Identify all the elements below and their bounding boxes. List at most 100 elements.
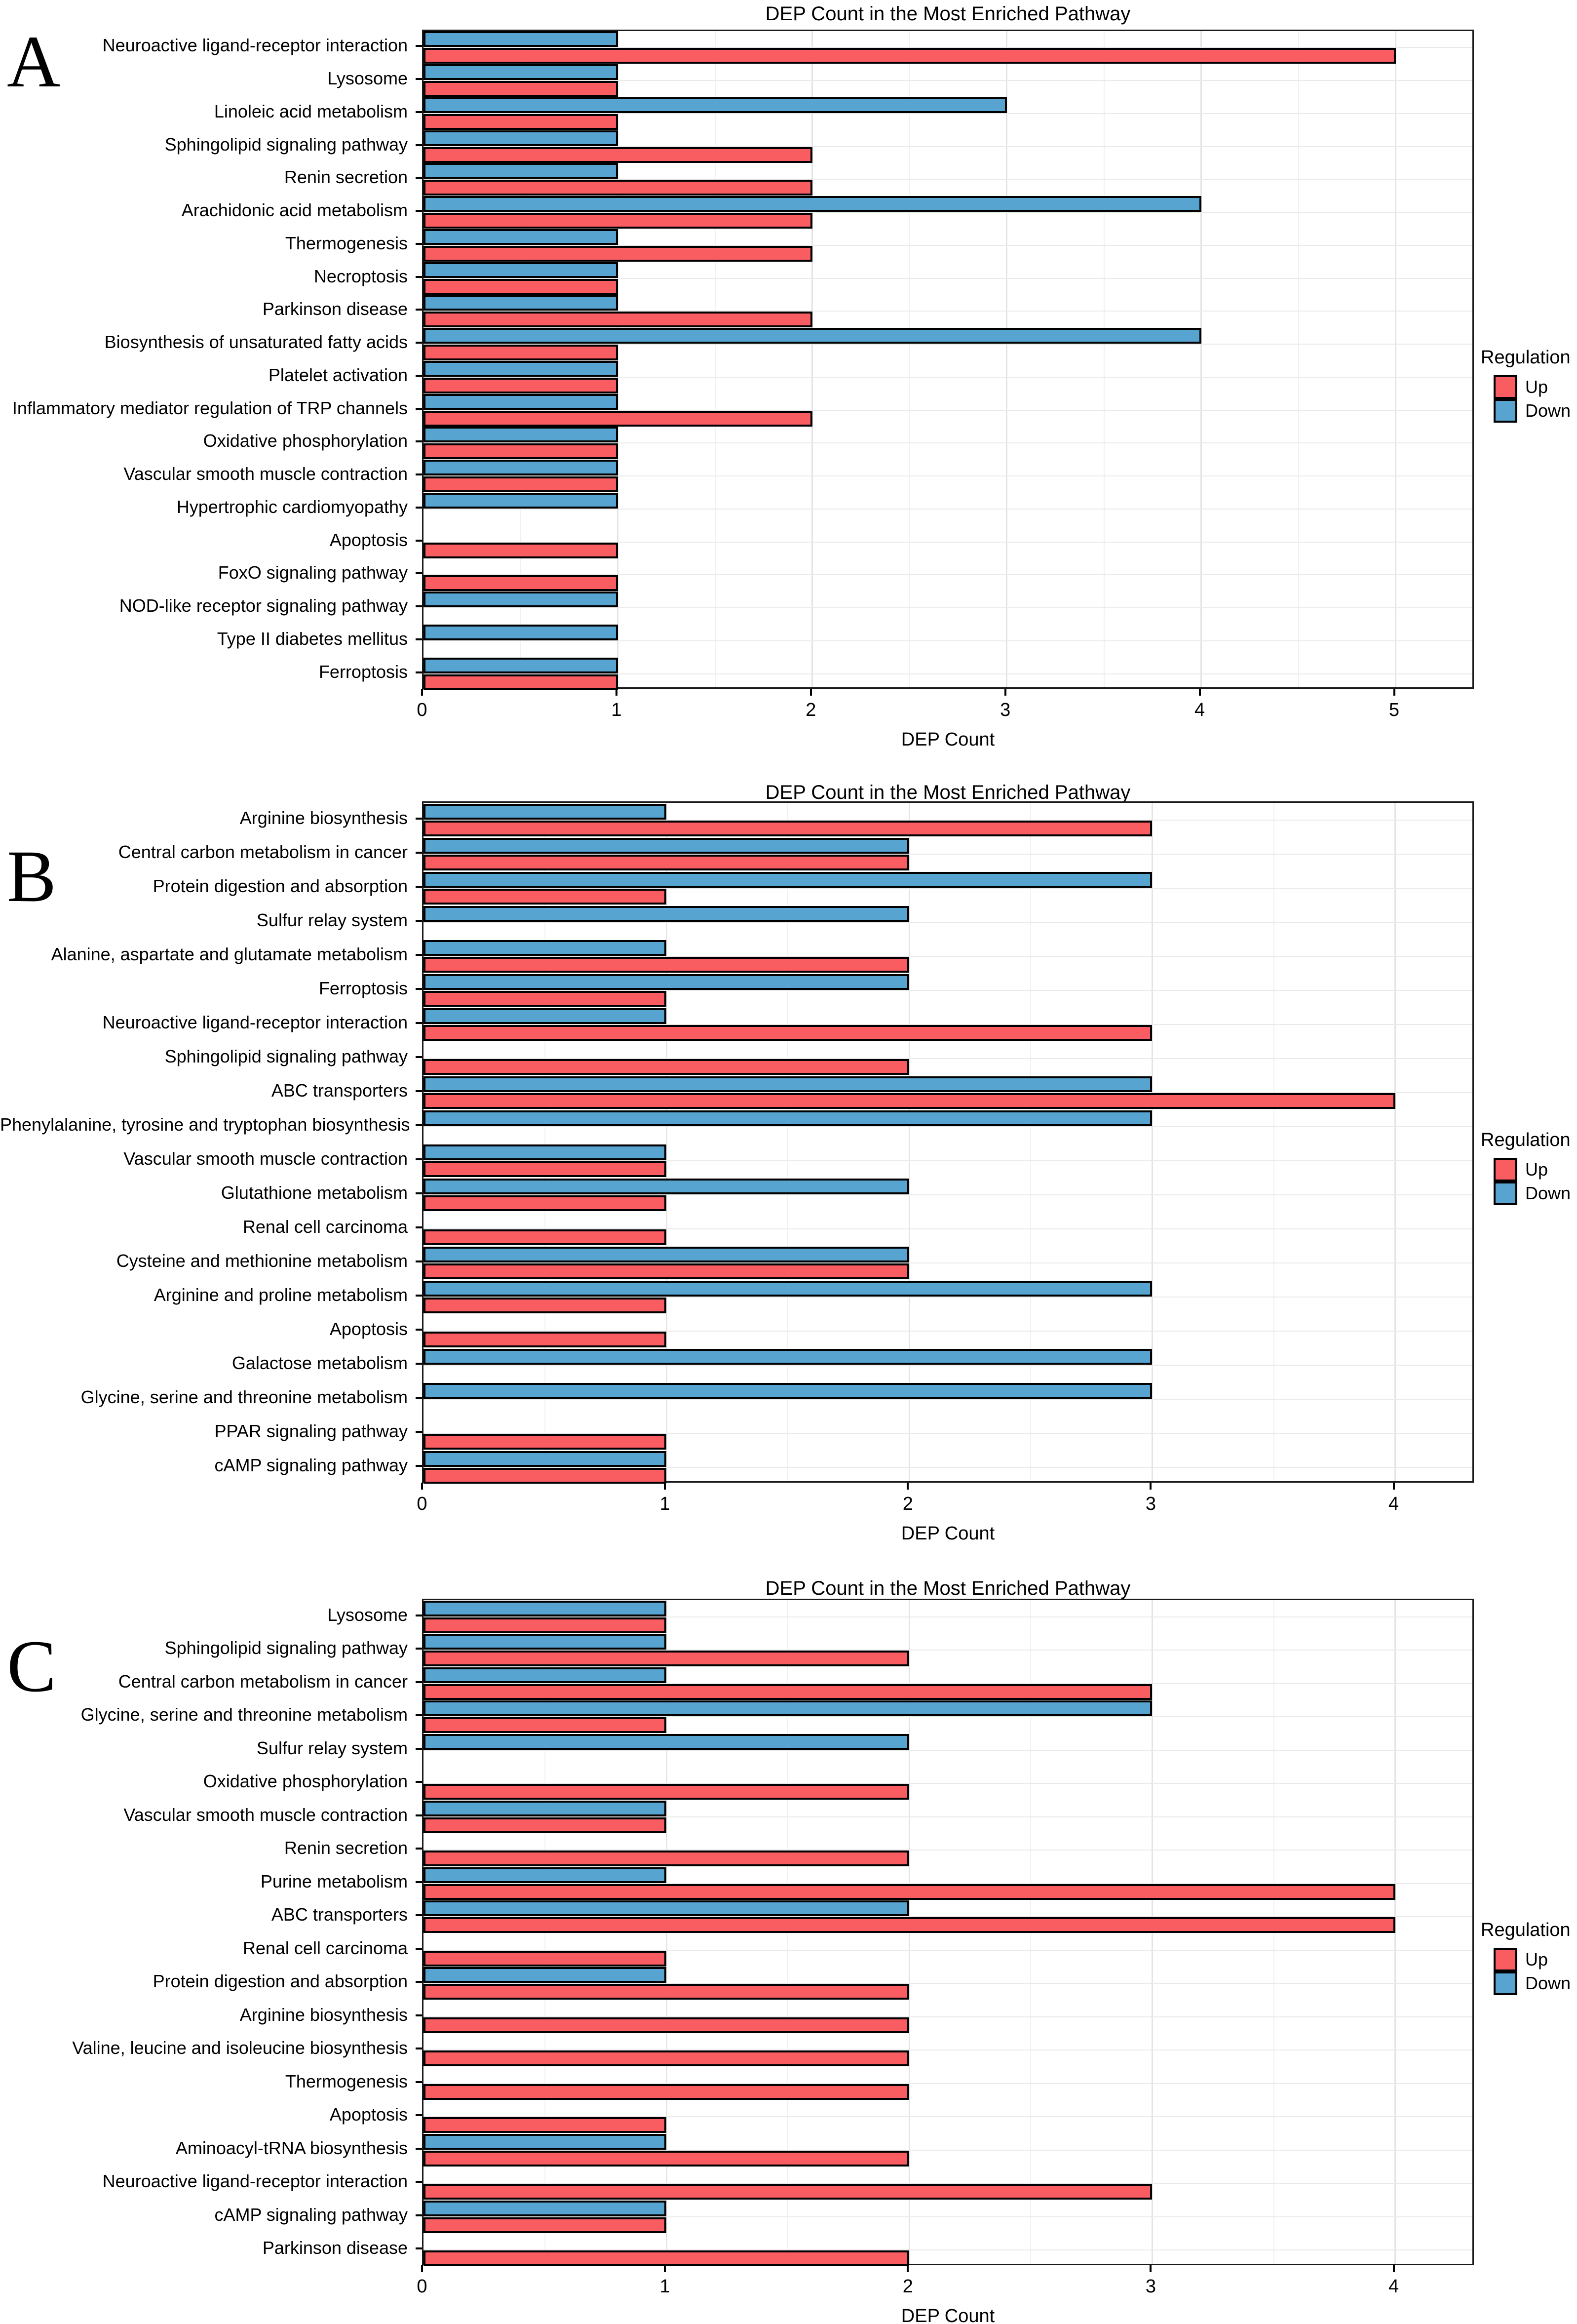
up-bar — [423, 278, 618, 295]
up-bar — [423, 2217, 667, 2233]
gridline — [423, 1058, 1472, 1059]
gridline — [423, 475, 1472, 477]
up-bar — [423, 1093, 1395, 1109]
gridline — [423, 212, 1472, 213]
category-row — [423, 525, 1472, 558]
x-axis-tick — [1198, 689, 1201, 696]
category-row — [423, 591, 1472, 625]
x-axis-tick — [1392, 2265, 1395, 2272]
chart-title-b: DEP Count in the Most Enriched Pathway — [765, 782, 1131, 803]
down-bar — [423, 1382, 1153, 1399]
up-bar — [423, 1684, 1153, 1700]
gridline — [423, 1716, 1472, 1718]
y-axis-tick — [416, 2214, 422, 2216]
category-row — [423, 1178, 1472, 1212]
legend-label-up: Up — [1525, 1159, 1548, 1180]
category-row — [423, 1700, 1472, 1734]
y-axis-label: Vascular smooth muscle contraction — [123, 1148, 408, 1169]
category-row — [423, 1416, 1472, 1450]
y-axis-tick — [416, 506, 422, 509]
category-row — [423, 262, 1472, 295]
up-bar — [423, 1297, 667, 1313]
legend-title: Regulation — [1481, 1920, 1571, 1940]
y-axis-label: PPAR signaling pathway — [214, 1420, 408, 1441]
category-row — [423, 939, 1472, 973]
panel-c: C DEP Count in the Most Enriched Pathway… — [0, 1553, 1577, 2324]
y-axis-label: Apoptosis — [329, 2104, 408, 2125]
gridline — [423, 311, 1472, 312]
down-bar — [423, 1246, 910, 1262]
plot-area-b — [422, 801, 1474, 1484]
gridline — [423, 2149, 1472, 2151]
legend-swatch-up-icon — [1494, 1158, 1517, 1182]
y-axis-label: Renin secretion — [284, 167, 408, 188]
legend-label-down: Down — [1525, 400, 1571, 421]
y-axis-tick — [416, 671, 422, 673]
gridline — [423, 1749, 1472, 1751]
y-axis-tick — [416, 1192, 422, 1194]
legend-item-up: Up — [1494, 1158, 1577, 1182]
gridline — [1200, 31, 1202, 687]
up-bar — [423, 312, 812, 328]
x-axis-tick-label: 2 — [806, 700, 816, 720]
category-row — [423, 1867, 1472, 1900]
up-bar — [423, 575, 618, 591]
y-axis-tick — [416, 1328, 422, 1331]
y-axis-label: NOD-like receptor signaling pathway — [119, 595, 408, 616]
panel-letter-c: C — [7, 1625, 57, 1707]
legend-item-down: Down — [1494, 1182, 1577, 1205]
down-bar — [423, 624, 618, 640]
x-axis-tick-label: 1 — [659, 1494, 670, 1514]
category-row — [423, 1041, 1472, 1075]
down-bar — [423, 871, 1153, 888]
category-row — [423, 973, 1472, 1007]
gridline — [423, 47, 1472, 48]
y-axis-label: Glutathione metabolism — [221, 1182, 408, 1203]
down-bar — [423, 492, 618, 509]
category-row — [423, 31, 1472, 64]
down-bar — [423, 1144, 667, 1160]
down-bar — [423, 1700, 1153, 1717]
down-bar — [423, 940, 667, 956]
x-axis-tick — [1150, 1483, 1152, 1490]
gridline — [1273, 803, 1274, 1481]
gridline — [423, 1983, 1472, 1984]
gridline — [423, 508, 1472, 510]
gridline — [423, 607, 1472, 609]
category-row — [423, 1900, 1472, 1934]
y-axis-tick — [416, 2048, 422, 2050]
gridline — [423, 1816, 1472, 1817]
legend-item-up: Up — [1494, 1948, 1577, 1971]
category-row — [423, 558, 1472, 591]
panel-letter-a: A — [7, 21, 61, 103]
category-row — [423, 295, 1472, 328]
down-bar — [423, 1178, 910, 1194]
gridline — [1394, 803, 1396, 1481]
y-axis-label: Protein digestion and absorption — [153, 875, 408, 896]
gridline — [423, 2116, 1472, 2118]
up-bar — [423, 345, 618, 361]
category-row — [423, 64, 1472, 97]
gridline — [423, 1024, 1472, 1025]
gridline — [423, 2249, 1472, 2251]
x-axis-tick-label: 0 — [417, 700, 427, 720]
down-bar — [423, 1667, 667, 1683]
legend-item-down: Down — [1494, 1971, 1577, 1995]
up-bar — [423, 443, 618, 460]
x-axis-tick-label: 4 — [1388, 1494, 1399, 1514]
category-row — [423, 2234, 1472, 2267]
down-bar — [423, 130, 618, 146]
y-axis-tick — [416, 276, 422, 278]
up-bar — [423, 377, 618, 394]
y-axis-label: Renal cell carcinoma — [242, 1937, 408, 1958]
up-bar — [423, 1717, 667, 1733]
down-bar — [423, 1451, 667, 1467]
y-axis-tick — [416, 987, 422, 990]
panel-letter-b: B — [7, 835, 57, 917]
y-axis-tick — [416, 309, 422, 311]
category-row — [423, 2133, 1472, 2167]
gridline — [423, 2016, 1472, 2017]
x-axis-tick — [907, 2265, 909, 2272]
up-bar — [423, 2084, 910, 2100]
gridline — [423, 1783, 1472, 1784]
